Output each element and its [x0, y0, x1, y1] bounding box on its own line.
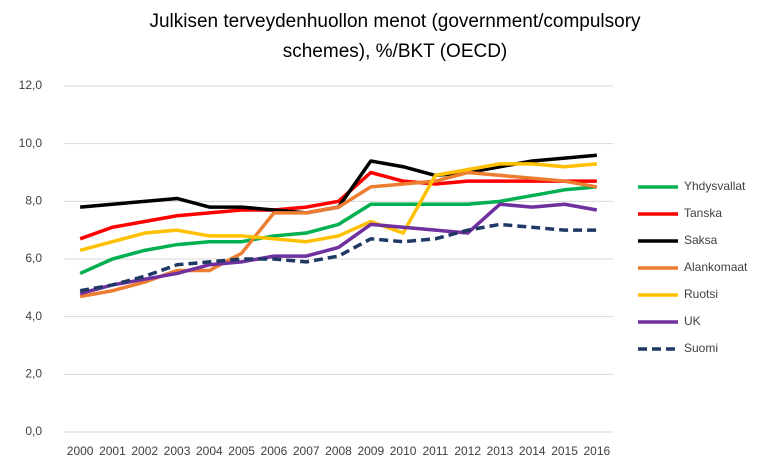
- series-line: [79, 170, 597, 241]
- x-tick-label: 2016: [584, 444, 611, 458]
- series-line: [79, 162, 598, 253]
- x-tick-label: 2003: [164, 444, 191, 458]
- y-tick-label: 0,0: [25, 424, 42, 438]
- x-tick-label: 2009: [357, 444, 384, 458]
- y-tick-label: 4,0: [25, 309, 42, 323]
- y-tick-label: 10,0: [19, 136, 43, 150]
- legend-label: Tanska: [684, 206, 722, 220]
- legend-label: Saksa: [684, 233, 718, 247]
- x-tick-label: 2012: [454, 444, 481, 458]
- legend-label: Ruotsi: [684, 287, 718, 301]
- series-line: [79, 185, 598, 276]
- x-tick-label: 2002: [131, 444, 158, 458]
- chart-title: Julkisen terveydenhuollon menot (governm…: [149, 11, 641, 32]
- y-tick-label: 2,0: [25, 367, 42, 381]
- x-tick-label: 2010: [390, 444, 417, 458]
- x-tick-label: 2004: [196, 444, 223, 458]
- series-line: [79, 202, 598, 296]
- x-tick-label: 2000: [67, 444, 94, 458]
- x-tick-label: 2005: [228, 444, 255, 458]
- x-tick-label: 2015: [551, 444, 578, 458]
- y-tick-label: 6,0: [25, 251, 42, 265]
- x-tick-label: 2007: [293, 444, 320, 458]
- y-tick-label: 12,0: [19, 78, 43, 92]
- legend-label: Yhdysvallat: [684, 179, 746, 193]
- legend-label: Suomi: [684, 341, 718, 355]
- x-tick-label: 2011: [422, 444, 448, 458]
- y-tick-label: 8,0: [25, 194, 42, 208]
- x-tick-label: 2008: [325, 444, 352, 458]
- chart-title: schemes), %/BKT (OECD): [283, 41, 508, 62]
- x-tick-label: 2014: [519, 444, 546, 458]
- x-tick-label: 2006: [261, 444, 288, 458]
- x-tick-label: 2013: [487, 444, 514, 458]
- series-line: [79, 222, 597, 293]
- legend-label: Alankomaat: [684, 260, 748, 274]
- legend-label: UK: [684, 314, 701, 328]
- x-tick-label: 2001: [99, 444, 126, 458]
